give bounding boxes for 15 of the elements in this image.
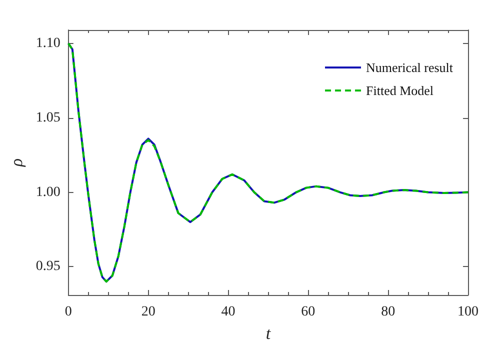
- y-tick-label: 1.05: [36, 110, 60, 126]
- x-tick-label: 80: [381, 304, 396, 320]
- x-tick-label: 0: [64, 304, 72, 320]
- line-series: [67, 42, 469, 283]
- x-tick-label: 20: [141, 304, 156, 320]
- x-tick-label: 100: [458, 304, 478, 320]
- legend-label: Numerical result: [366, 60, 454, 75]
- y-axis-title: ρ: [7, 158, 26, 168]
- y-tick-label: 1.00: [36, 184, 60, 200]
- x-axis-title: t: [266, 324, 272, 343]
- x-tick-label: 40: [221, 304, 236, 320]
- y-tick-label: 0.95: [36, 259, 60, 274]
- x-tick-label: 60: [301, 304, 316, 320]
- y-tick-label: 1.10: [36, 36, 60, 51]
- legend-label: Fitted Model: [366, 83, 434, 98]
